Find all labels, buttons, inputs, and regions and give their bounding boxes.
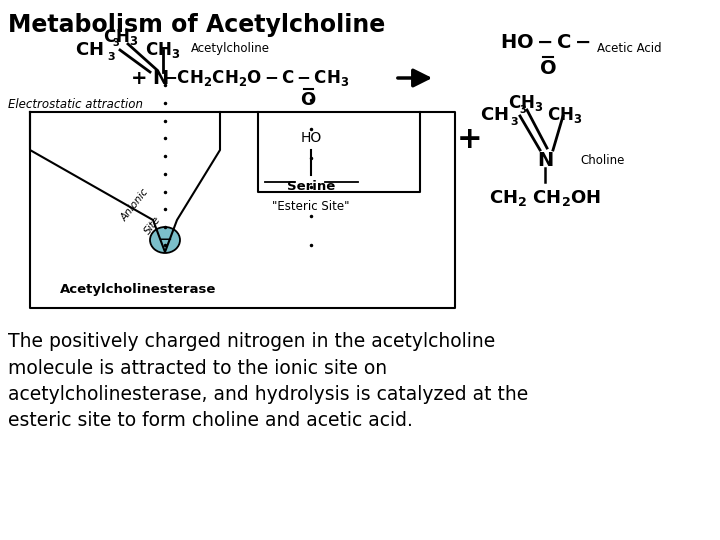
Text: $\mathbf{CH_2\ CH_2OH}$: $\mathbf{CH_2\ CH_2OH}$: [489, 188, 601, 208]
Text: $\mathbf{O}$: $\mathbf{O}$: [300, 91, 316, 109]
Text: Metabolism of Acetylcholine: Metabolism of Acetylcholine: [8, 13, 385, 37]
Text: +: +: [457, 125, 483, 154]
Text: $\mathbf{-CH_2CH_2O-C-CH_3}$: $\mathbf{-CH_2CH_2O-C-CH_3}$: [163, 68, 349, 88]
Text: Electrostatic attraction: Electrostatic attraction: [8, 98, 143, 111]
Text: $\mathbf{HO-C-}$: $\mathbf{HO-C-}$: [500, 32, 591, 51]
Text: $\mathbf{CH_3}$: $\mathbf{CH_3}$: [145, 40, 181, 60]
Text: HO: HO: [300, 131, 322, 145]
Text: Choline: Choline: [580, 153, 624, 166]
Text: Acetylcholinesterase: Acetylcholinesterase: [60, 283, 217, 296]
Text: $\mathbf{+\ N}$: $\mathbf{+\ N}$: [130, 69, 169, 87]
Text: The positively charged nitrogen in the acetylcholine
molecule is attracted to th: The positively charged nitrogen in the a…: [8, 332, 528, 430]
Text: Acetic Acid: Acetic Acid: [597, 42, 662, 55]
Text: $\mathbf{O}$: $\mathbf{O}$: [539, 59, 557, 78]
Text: $\mathbf{3}$: $\mathbf{3}$: [510, 115, 518, 127]
Text: Site: Site: [143, 214, 163, 236]
Text: $\mathbf{3}$: $\mathbf{3}$: [112, 36, 120, 48]
Text: Anionic: Anionic: [120, 187, 150, 223]
Text: Acetylcholine: Acetylcholine: [191, 42, 269, 55]
Text: $\mathbf{CH_3}$: $\mathbf{CH_3}$: [508, 93, 544, 113]
Ellipse shape: [150, 227, 180, 253]
Text: $\mathbf{CH}$: $\mathbf{CH}$: [480, 106, 508, 124]
Text: $\mathbf{N}$: $\mathbf{N}$: [536, 151, 553, 170]
Text: "Esteric Site": "Esteric Site": [272, 200, 350, 213]
Text: $\mathbf{3}$: $\mathbf{3}$: [107, 50, 116, 62]
Text: $\mathbf{CH}$: $\mathbf{CH}$: [75, 41, 104, 59]
Text: −: −: [158, 231, 173, 249]
Text: $\mathbf{3}$: $\mathbf{3}$: [519, 103, 527, 115]
Text: Serine: Serine: [287, 180, 335, 193]
Text: $\mathbf{CH_3}$: $\mathbf{CH_3}$: [547, 105, 582, 125]
Text: $\mathbf{CH_3}$: $\mathbf{CH_3}$: [103, 27, 138, 47]
